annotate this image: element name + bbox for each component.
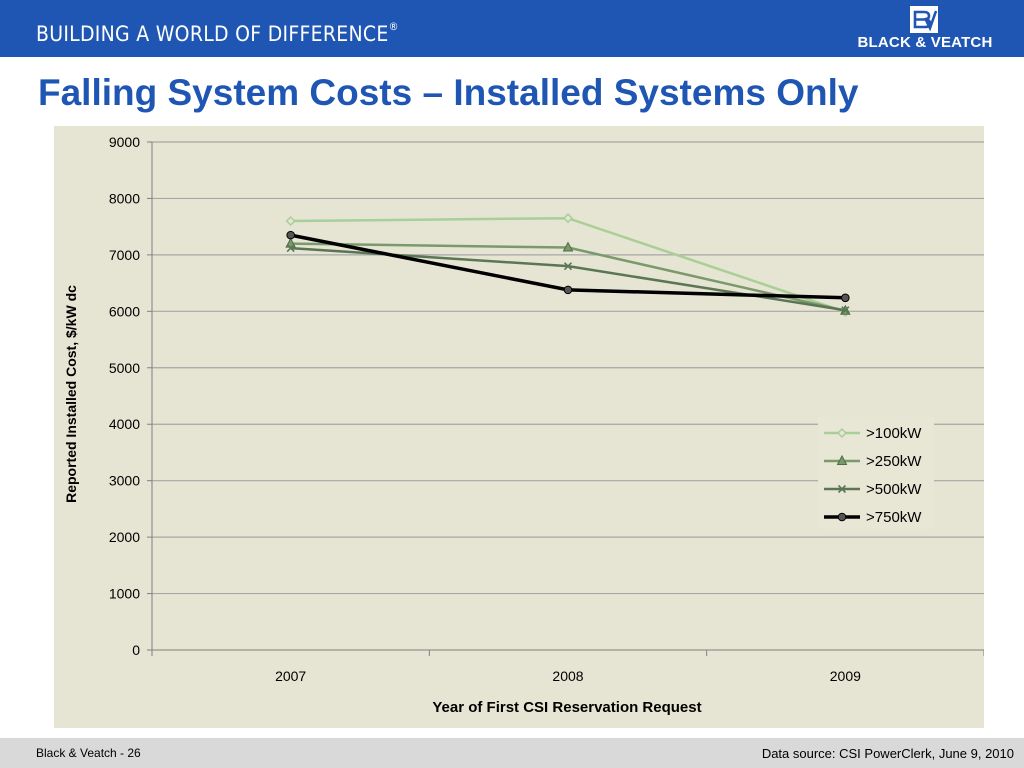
legend: >100kW >250kW >500kW >750kW [818, 417, 934, 529]
y-tick-label: 0 [132, 642, 140, 658]
data-point [841, 293, 850, 303]
legend-label: >500kW [866, 481, 922, 498]
bv-logo-icon [910, 6, 938, 33]
y-tick-label: 5000 [109, 360, 140, 376]
data-point [285, 215, 296, 227]
legend-marker [837, 484, 847, 494]
data-point [286, 230, 295, 240]
legend-box [818, 417, 934, 529]
legend-marker [836, 427, 848, 439]
data-point [841, 306, 850, 315]
legend-marker [836, 454, 848, 465]
legend-marker [837, 512, 847, 522]
x-tick-label: 2009 [830, 668, 861, 684]
company-name: BLACK & VEATCH [857, 34, 993, 51]
tagline: BUILDING A WORLD OF DIFFERENCE® [36, 20, 399, 46]
y-tick-label: 6000 [109, 303, 140, 319]
data-source-note: Data source: CSI PowerClerk, June 9, 201… [761, 746, 1014, 761]
registered-mark: ® [388, 20, 399, 33]
top-banner: BUILDING A WORLD OF DIFFERENCE® BLACK & … [0, 0, 1024, 57]
gridlines [152, 141, 984, 595]
y-axis-title: Reported Installed Cost, $/kW dc [63, 285, 79, 503]
series-750kw [286, 230, 850, 303]
legend-label: >750kW [866, 509, 922, 526]
data-point [563, 262, 573, 271]
x-axis-title: Year of First CSI Reservation Request [432, 699, 701, 716]
legend-entry: >100kW [824, 425, 922, 442]
series-lines [285, 213, 851, 317]
y-tick-label: 1000 [109, 586, 140, 602]
legend-entry: >500kW [824, 481, 922, 498]
y-tick-label: 8000 [109, 190, 140, 206]
legend-entry: >250kW [824, 453, 922, 470]
y-tick-label: 9000 [109, 134, 140, 150]
legend-label: >100kW [866, 425, 922, 442]
series-line [290, 246, 846, 312]
tagline-text: BUILDING A WORLD OF DIFFERENCE [36, 22, 389, 46]
footer-bar: Black & Veatch - 26 Data source: CSI Pow… [0, 738, 1024, 768]
company-logo: BLACK & VEATCH [852, 6, 1002, 54]
data-point [286, 244, 295, 253]
x-tick-label: 2008 [552, 668, 583, 684]
data-point [562, 213, 574, 224]
legend-entry: >750kW [824, 509, 922, 526]
chart-panel: 0 1000 2000 3000 4000 5000 6000 7000 8000 9000 200… [54, 126, 984, 728]
y-tick-label: 7000 [109, 247, 140, 263]
slide-title: Falling System Costs – Installed Systems… [38, 72, 859, 113]
data-point [563, 285, 573, 295]
y-tick-label: 4000 [109, 416, 140, 432]
y-tick-label: 3000 [109, 473, 140, 489]
line-chart: 0 1000 2000 3000 4000 5000 6000 7000 8000 9000 200… [63, 134, 984, 716]
data-point [562, 241, 574, 252]
slide-number: Black & Veatch - 26 [36, 746, 141, 760]
axes: 0 1000 2000 3000 4000 5000 6000 7000 8000 9000 200… [109, 134, 984, 684]
y-tick-label: 2000 [109, 529, 140, 545]
x-tick-label: 2007 [275, 668, 306, 684]
legend-label: >250kW [866, 453, 922, 470]
